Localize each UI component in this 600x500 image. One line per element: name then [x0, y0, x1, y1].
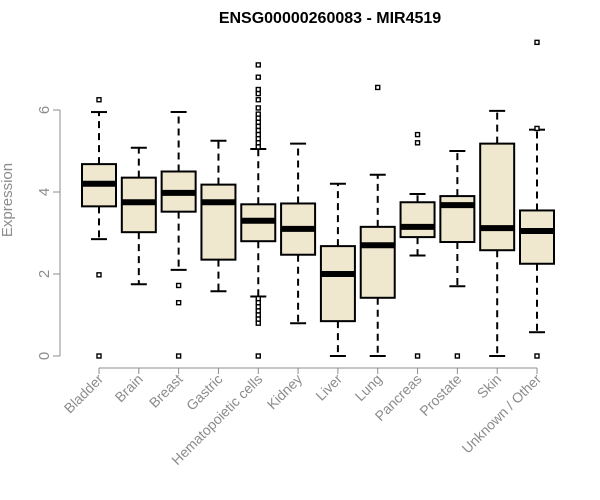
box-gastric	[200, 139, 237, 293]
iqr-box	[479, 142, 516, 252]
outlier-point	[255, 97, 261, 103]
outlier-point	[255, 312, 261, 318]
x-tick-label: Bladder	[61, 371, 107, 417]
outlier-point	[534, 39, 540, 46]
outlier-point	[255, 353, 261, 359]
y-tick-label: 6	[36, 106, 53, 114]
axes: 0 2 4 6	[36, 106, 538, 374]
outlier-point	[255, 127, 261, 134]
iqr-box	[319, 245, 356, 323]
x-tick-label: Skin	[474, 371, 505, 402]
outlier-point	[255, 295, 261, 302]
box-prostate	[439, 150, 476, 359]
x-tick-label: Prostate	[416, 371, 464, 419]
outlier-point	[96, 353, 102, 359]
outlier-point	[255, 135, 261, 142]
x-tick-label: Kidney	[264, 371, 306, 413]
outlier-point	[255, 316, 261, 322]
outlier-point	[255, 90, 261, 97]
iqr-box	[519, 209, 555, 265]
box-liver	[319, 182, 356, 357]
outlier-point	[255, 115, 261, 121]
outlier-point	[375, 84, 381, 91]
plot-area	[81, 39, 555, 359]
chart-title: ENSG00000260083 - MIR4519	[219, 10, 441, 27]
box-hematopoietic-cells	[240, 62, 277, 359]
outlier-point	[255, 320, 261, 326]
outlier-point	[255, 105, 261, 111]
outlier-point	[255, 304, 261, 310]
outlier-point	[96, 272, 102, 278]
outlier-point	[255, 123, 261, 130]
box-brain	[120, 146, 157, 286]
outlier-point	[255, 74, 261, 80]
iqr-box	[399, 201, 436, 239]
outlier-point	[534, 353, 540, 359]
y-tick-label: 0	[36, 352, 53, 360]
outlier-point	[175, 353, 182, 359]
box-pancreas	[399, 131, 436, 359]
y-tick-label: 4	[36, 188, 53, 196]
iqr-box	[200, 183, 237, 261]
outlier-point	[175, 282, 182, 289]
box-breast	[160, 111, 197, 359]
box-unknown-other	[519, 39, 555, 359]
outlier-point	[454, 353, 461, 359]
x-tick-label: Breast	[146, 371, 186, 411]
outlier-point	[414, 140, 421, 146]
box-kidney	[280, 142, 317, 325]
iqr-box	[359, 225, 396, 299]
outlier-point	[255, 308, 261, 314]
outlier-point	[255, 62, 261, 68]
outlier-point	[175, 300, 182, 306]
outlier-point	[255, 144, 261, 150]
x-tick-label: Lung	[352, 371, 385, 404]
box-lung	[359, 84, 396, 357]
box-skin	[479, 109, 516, 357]
y-tick-label: 2	[36, 270, 53, 278]
x-tick-label: Brain	[112, 371, 146, 405]
x-tick-label: Liver	[312, 371, 345, 404]
outlier-point	[414, 131, 421, 138]
y-axis-label: Expression	[0, 163, 16, 237]
outlier-point	[414, 353, 421, 359]
outlier-point	[96, 97, 102, 103]
outlier-point	[534, 125, 540, 132]
box-bladder	[81, 97, 117, 359]
